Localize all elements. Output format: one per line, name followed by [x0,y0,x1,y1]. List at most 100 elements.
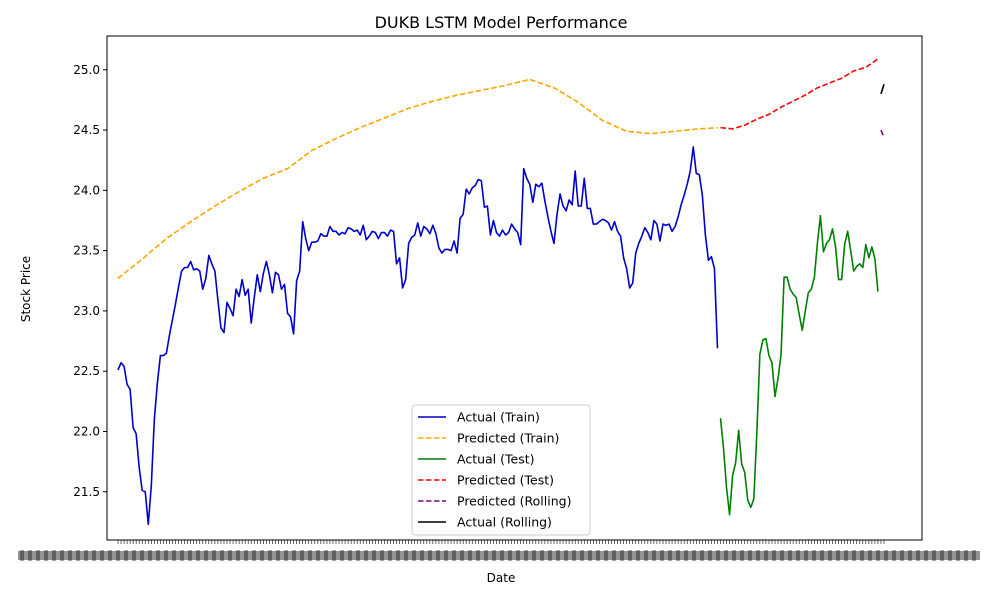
x-tick-label-glyph [796,550,800,561]
x-tick-label-glyph [876,550,880,561]
series-line-predicted-train [117,78,718,279]
x-tick-label-glyph [932,550,936,561]
x-tick-label-glyph [244,550,248,561]
x-tick-label-glyph [844,550,848,561]
x-tick-label-glyph [444,550,448,561]
x-tick-label-glyph [692,550,696,561]
x-tick-label-glyph [84,550,88,561]
x-tick-label-glyph [300,550,304,561]
x-tick-label-glyph [292,550,296,561]
x-tick-label-glyph [548,550,552,561]
legend-label-actual-train: Actual (Train) [457,410,540,425]
series-line-actual-test [719,214,879,516]
x-tick-labels-overlap [18,551,980,560]
x-tick-label-glyph [660,550,664,561]
legend-label-predicted-train: Predicted (Train) [457,431,559,446]
x-tick-label-glyph [572,550,576,561]
x-tick-label-glyph [740,550,744,561]
x-tick-label-glyph [44,550,48,561]
x-tick-label-glyph [276,550,280,561]
series-line-predicted-test [720,58,879,130]
y-tick-label: 23.0 [73,304,100,318]
x-tick-label-glyph [516,550,520,561]
x-tick-label-glyph [180,550,184,561]
x-tick-label-glyph [956,550,960,561]
y-axis-label: Stock Price [19,256,33,322]
x-tick-label-glyph [524,550,528,561]
x-tick-label-glyph [772,550,776,561]
y-tick-label: 24.5 [73,123,100,137]
legend-label-predicted-rolling: Predicted (Rolling) [457,494,571,509]
x-tick-label-glyph [708,550,712,561]
x-tick-label-glyph [764,550,768,561]
y-tick-label: 23.5 [73,244,100,258]
x-tick-label-glyph [324,550,328,561]
series-line-predicted-rolling [880,129,885,138]
x-tick-label-glyph [204,550,208,561]
x-tick-label-glyph [812,550,816,561]
x-tick-label-glyph [964,550,968,561]
y-tick-label: 22.5 [73,364,100,378]
x-tick-label-glyph [620,550,624,561]
x-tick-label-glyph [676,550,680,561]
series-layer [117,58,885,526]
x-tick-label-glyph [188,550,192,561]
x-tick-label-glyph [92,550,96,561]
x-tick-label-glyph [732,550,736,561]
x-tick-label-glyph [700,550,704,561]
x-tick-label-glyph [604,550,608,561]
x-tick-label-glyph [884,550,888,561]
x-tick-label-glyph [260,550,264,561]
y-axis: 21.5 22.0 22.5 23.0 23.5 24.0 24.5 25.0 [73,63,107,499]
x-tick-label-glyph [532,550,536,561]
x-tick-label-glyph [860,550,864,561]
x-tick-label-glyph [804,550,808,561]
x-tick-label-glyph [108,550,112,561]
x-tick-label-glyph [356,550,360,561]
x-tick-label-glyph [484,550,488,561]
x-tick-label-glyph [900,550,904,561]
x-tick-label-glyph [668,550,672,561]
x-tick-label-glyph [332,550,336,561]
x-tick-label-glyph [788,550,792,561]
x-tick-label-glyph [820,550,824,561]
legend-label-actual-test: Actual (Test) [457,452,535,467]
x-tick-label-glyph [828,550,832,561]
x-tick-label-glyph [364,550,368,561]
x-tick-label-glyph [148,550,152,561]
series-line-actual-rolling [880,83,885,95]
x-tick-label-glyph [756,550,760,561]
x-tick-label-glyph [436,550,440,561]
x-tick-label-glyph [156,550,160,561]
x-tick-label-glyph [20,550,24,561]
x-tick-label-glyph [596,550,600,561]
x-tick-label-glyph [492,550,496,561]
x-tick-label-glyph [380,550,384,561]
x-tick-label-glyph [716,550,720,561]
x-tick-label-glyph [404,550,408,561]
x-tick-label-glyph [396,550,400,561]
x-tick-label-glyph [348,550,352,561]
x-tick-label-glyph [100,550,104,561]
x-tick-label-glyph [60,550,64,561]
legend-label-predicted-test: Predicted (Test) [457,473,554,488]
x-tick-label-glyph [316,550,320,561]
x-tick-label-glyph [580,550,584,561]
x-tick-label-glyph [164,550,168,561]
x-tick-label-glyph [940,550,944,561]
x-tick-label-glyph [588,550,592,561]
x-tick-label-glyph [476,550,480,561]
x-tick-label-glyph [124,550,128,561]
x-tick-label-glyph [684,550,688,561]
x-tick-label-glyph [636,550,640,561]
x-tick-label-glyph [612,550,616,561]
legend-box [411,404,591,536]
x-tick-label-glyph [628,550,632,561]
x-tick-label-glyph [868,550,872,561]
x-tick-label-glyph [196,550,200,561]
x-tick-label-glyph [724,550,728,561]
x-tick-label-glyph [836,550,840,561]
x-tick-label-glyph [564,550,568,561]
